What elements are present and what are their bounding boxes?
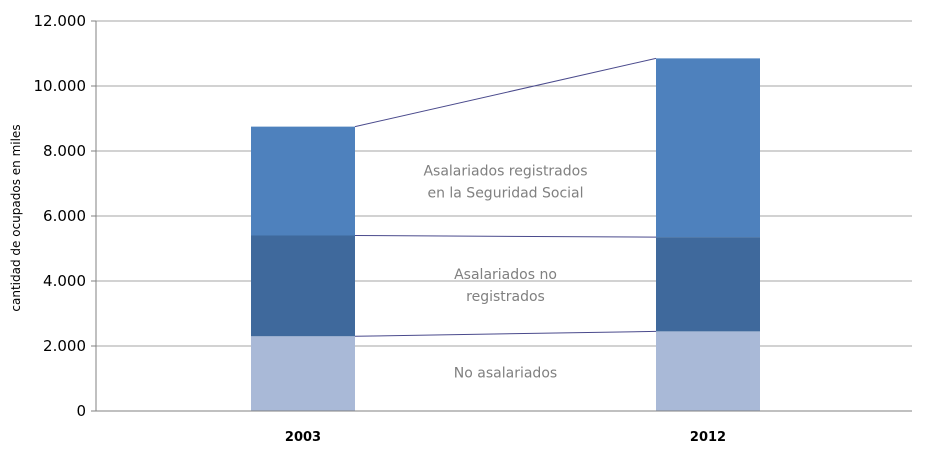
- series-annotations: Asalariados registrados en la Seguridad S…: [423, 163, 587, 381]
- series-connector-line: [354, 330, 657, 337]
- series-annotation: Asalariados registrados: [423, 163, 587, 179]
- series-annotation: Asalariados no: [454, 267, 557, 283]
- series-annotation: No asalariados: [454, 365, 557, 381]
- series-connector-line: [354, 57, 657, 128]
- y-tick-label: 4.000: [43, 272, 86, 290]
- bars: [251, 58, 760, 411]
- y-tick-label: 8.000: [43, 142, 86, 160]
- bar-segment: [656, 58, 760, 238]
- x-tick-label: 2012: [690, 430, 726, 445]
- series-connector-line: [354, 235, 657, 238]
- y-axis-label: cantidad de ocupados en miles: [9, 124, 23, 311]
- bar-segment: [251, 235, 355, 337]
- bar-segment: [656, 331, 760, 411]
- axes: 0 2.000 4.000 6.000 8.000 10.000 12.000 2003 201…: [34, 12, 912, 445]
- y-tick-label: 12.000: [34, 12, 87, 30]
- bar-segment: [251, 336, 355, 411]
- y-tick-label: 6.000: [43, 207, 86, 225]
- x-tick-label: 2003: [285, 430, 321, 445]
- y-tick-label: 0: [76, 402, 86, 420]
- gridlines: [96, 20, 912, 347]
- y-tick-label: 10.000: [34, 77, 87, 95]
- bar-segment: [251, 126, 355, 236]
- y-tick-label: 2.000: [43, 337, 86, 355]
- bar-segment: [656, 237, 760, 332]
- series-connectors: [354, 57, 657, 337]
- series-annotation: en la Seguridad Social: [427, 185, 583, 201]
- series-annotation: registrados: [466, 289, 545, 305]
